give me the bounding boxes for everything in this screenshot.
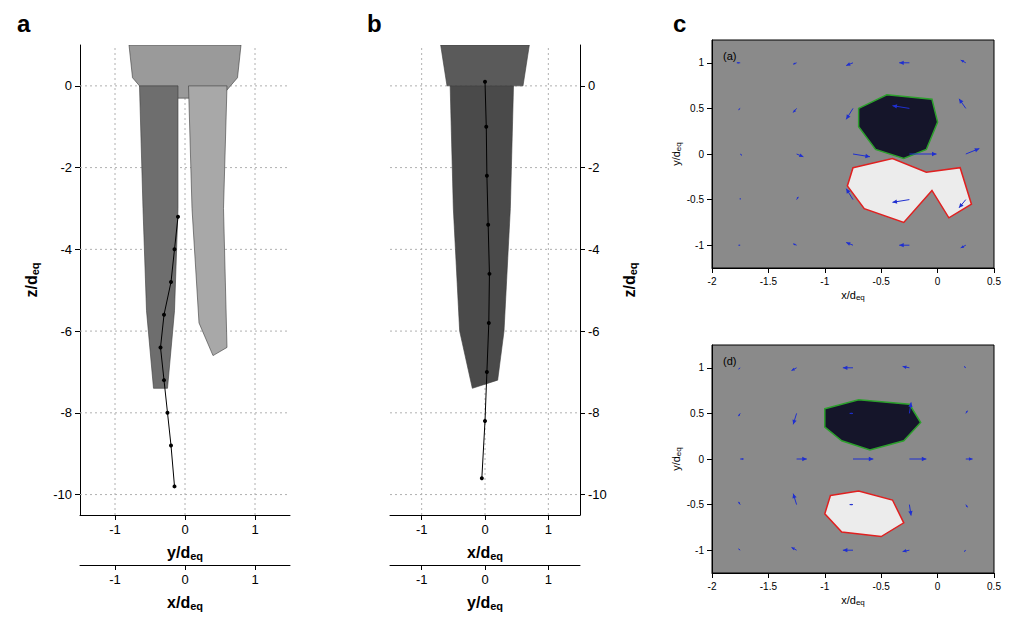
svg-text:-0.5: -0.5: [687, 194, 705, 205]
svg-text:-1.5: -1.5: [760, 581, 778, 592]
svg-text:-0.5: -0.5: [873, 581, 891, 592]
svg-text:0.5: 0.5: [987, 276, 1001, 287]
svg-text:(a): (a): [723, 50, 736, 62]
svg-text:y/d: y/d: [467, 594, 490, 611]
svg-text:-0.5: -0.5: [873, 276, 891, 287]
svg-text:x/d: x/d: [167, 594, 190, 611]
svg-text:-1: -1: [695, 545, 704, 556]
svg-text:eq: eq: [674, 447, 683, 456]
svg-text:-4: -4: [588, 242, 600, 257]
svg-text:-6: -6: [60, 324, 72, 339]
svg-text:eq: eq: [490, 550, 503, 562]
svg-text:-1: -1: [416, 572, 428, 587]
svg-text:-1: -1: [109, 522, 121, 537]
svg-text:x/d: x/d: [841, 289, 856, 301]
svg-text:1: 1: [251, 572, 258, 587]
svg-text:-1: -1: [820, 581, 829, 592]
svg-text:-2: -2: [708, 276, 717, 287]
svg-text:-2: -2: [60, 160, 72, 175]
svg-text:-0.5: -0.5: [687, 499, 705, 510]
svg-text:1: 1: [545, 572, 552, 587]
svg-text:(d): (d): [723, 355, 736, 367]
svg-text:0: 0: [935, 581, 941, 592]
svg-text:1: 1: [251, 522, 258, 537]
svg-text:x/d: x/d: [467, 544, 490, 561]
svg-text:-1.5: -1.5: [760, 276, 778, 287]
svg-text:0.5: 0.5: [690, 103, 704, 114]
svg-text:0.5: 0.5: [987, 581, 1001, 592]
svg-text:-4: -4: [60, 242, 72, 257]
svg-text:0.5: 0.5: [690, 408, 704, 419]
svg-text:b: b: [367, 10, 382, 37]
svg-text:y/d: y/d: [670, 456, 682, 471]
svg-text:-1: -1: [695, 240, 704, 251]
svg-text:z/d: z/d: [23, 275, 40, 297]
svg-text:-1: -1: [416, 522, 428, 537]
svg-text:y/d: y/d: [167, 544, 190, 561]
svg-text:1: 1: [698, 57, 704, 68]
svg-text:0: 0: [698, 149, 704, 160]
svg-text:0: 0: [935, 276, 941, 287]
svg-text:-1: -1: [820, 276, 829, 287]
svg-text:-10: -10: [588, 487, 607, 502]
svg-text:eq: eq: [29, 262, 41, 275]
svg-text:x/d: x/d: [841, 594, 856, 606]
svg-text:eq: eq: [674, 142, 683, 151]
svg-text:0: 0: [588, 78, 595, 93]
svg-text:1: 1: [545, 522, 552, 537]
svg-text:y/d: y/d: [670, 151, 682, 166]
svg-text:eq: eq: [856, 598, 865, 607]
svg-text:z/d: z/d: [621, 275, 638, 297]
svg-text:-2: -2: [708, 581, 717, 592]
svg-text:-8: -8: [60, 405, 72, 420]
svg-text:c: c: [673, 10, 686, 37]
svg-text:0: 0: [481, 572, 488, 587]
svg-text:eq: eq: [856, 293, 865, 302]
svg-text:-10: -10: [53, 487, 72, 502]
svg-text:eq: eq: [190, 600, 203, 612]
svg-text:0: 0: [698, 454, 704, 465]
svg-text:eq: eq: [490, 600, 503, 612]
svg-text:0: 0: [181, 572, 188, 587]
svg-text:eq: eq: [627, 262, 639, 275]
svg-text:0: 0: [181, 522, 188, 537]
svg-text:0: 0: [65, 78, 72, 93]
svg-text:eq: eq: [190, 550, 203, 562]
svg-text:-1: -1: [109, 572, 121, 587]
svg-text:-6: -6: [588, 324, 600, 339]
svg-text:-2: -2: [588, 160, 600, 175]
svg-text:0: 0: [481, 522, 488, 537]
svg-text:-8: -8: [588, 405, 600, 420]
svg-text:1: 1: [698, 362, 704, 373]
svg-text:a: a: [17, 10, 31, 37]
